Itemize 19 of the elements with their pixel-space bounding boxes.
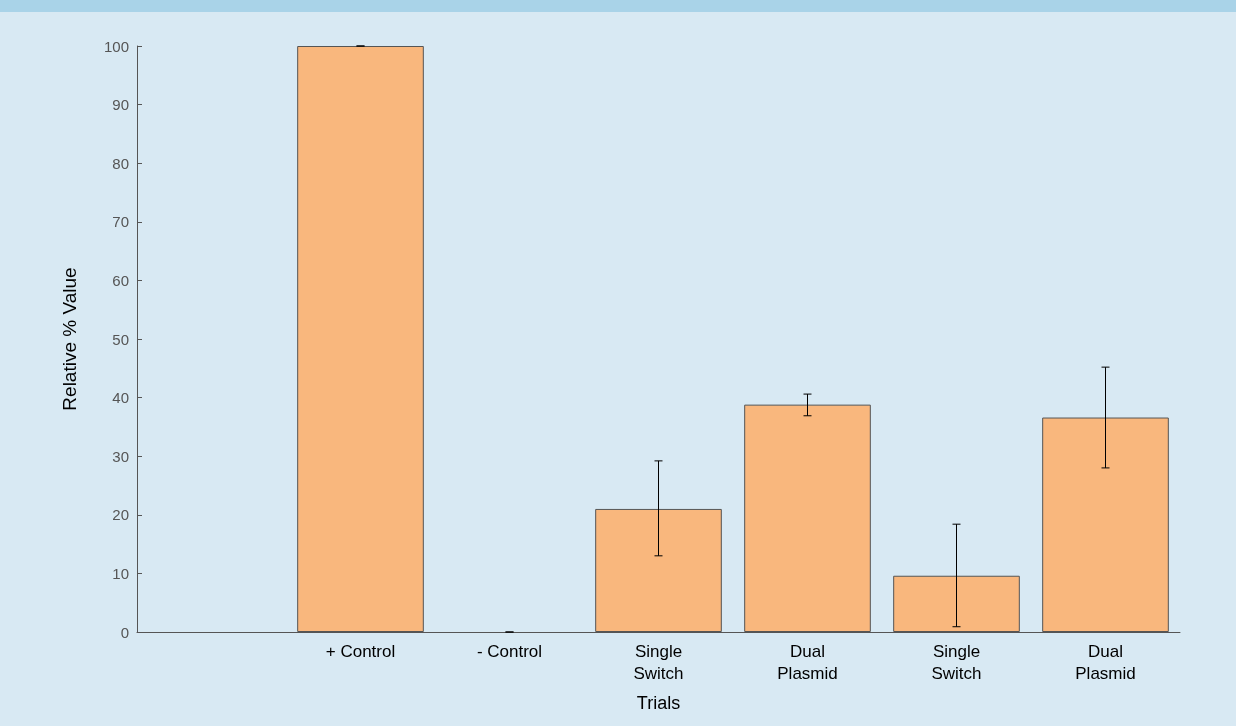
y-tick-label: 10	[112, 564, 129, 582]
y-tick-label: 90	[112, 96, 129, 114]
y-tick-label: 50	[112, 330, 129, 348]
x-tick-label: Single Switch	[633, 641, 684, 683]
y-tick-label: 70	[112, 213, 129, 231]
y-tick-label: 20	[112, 506, 129, 524]
y-tick-label: 60	[112, 271, 129, 289]
y-axis-title: Relative % Value	[59, 267, 80, 411]
y-tick-label: 40	[112, 389, 129, 407]
y-tick-label: 30	[112, 447, 129, 465]
x-tick-label: Single Switch	[931, 641, 982, 683]
x-axis-title: Trials	[636, 693, 681, 713]
y-tick-label: 80	[112, 154, 129, 172]
x-tick-label: - Control	[476, 641, 543, 661]
x-tick-label: + Control	[325, 641, 396, 661]
x-tick-label: Dual Plasmid	[777, 641, 838, 683]
x-tick-label: Dual Plasmid	[1075, 641, 1136, 683]
y-tick-label: 100	[103, 37, 129, 55]
y-tick-label: 0	[120, 623, 129, 641]
